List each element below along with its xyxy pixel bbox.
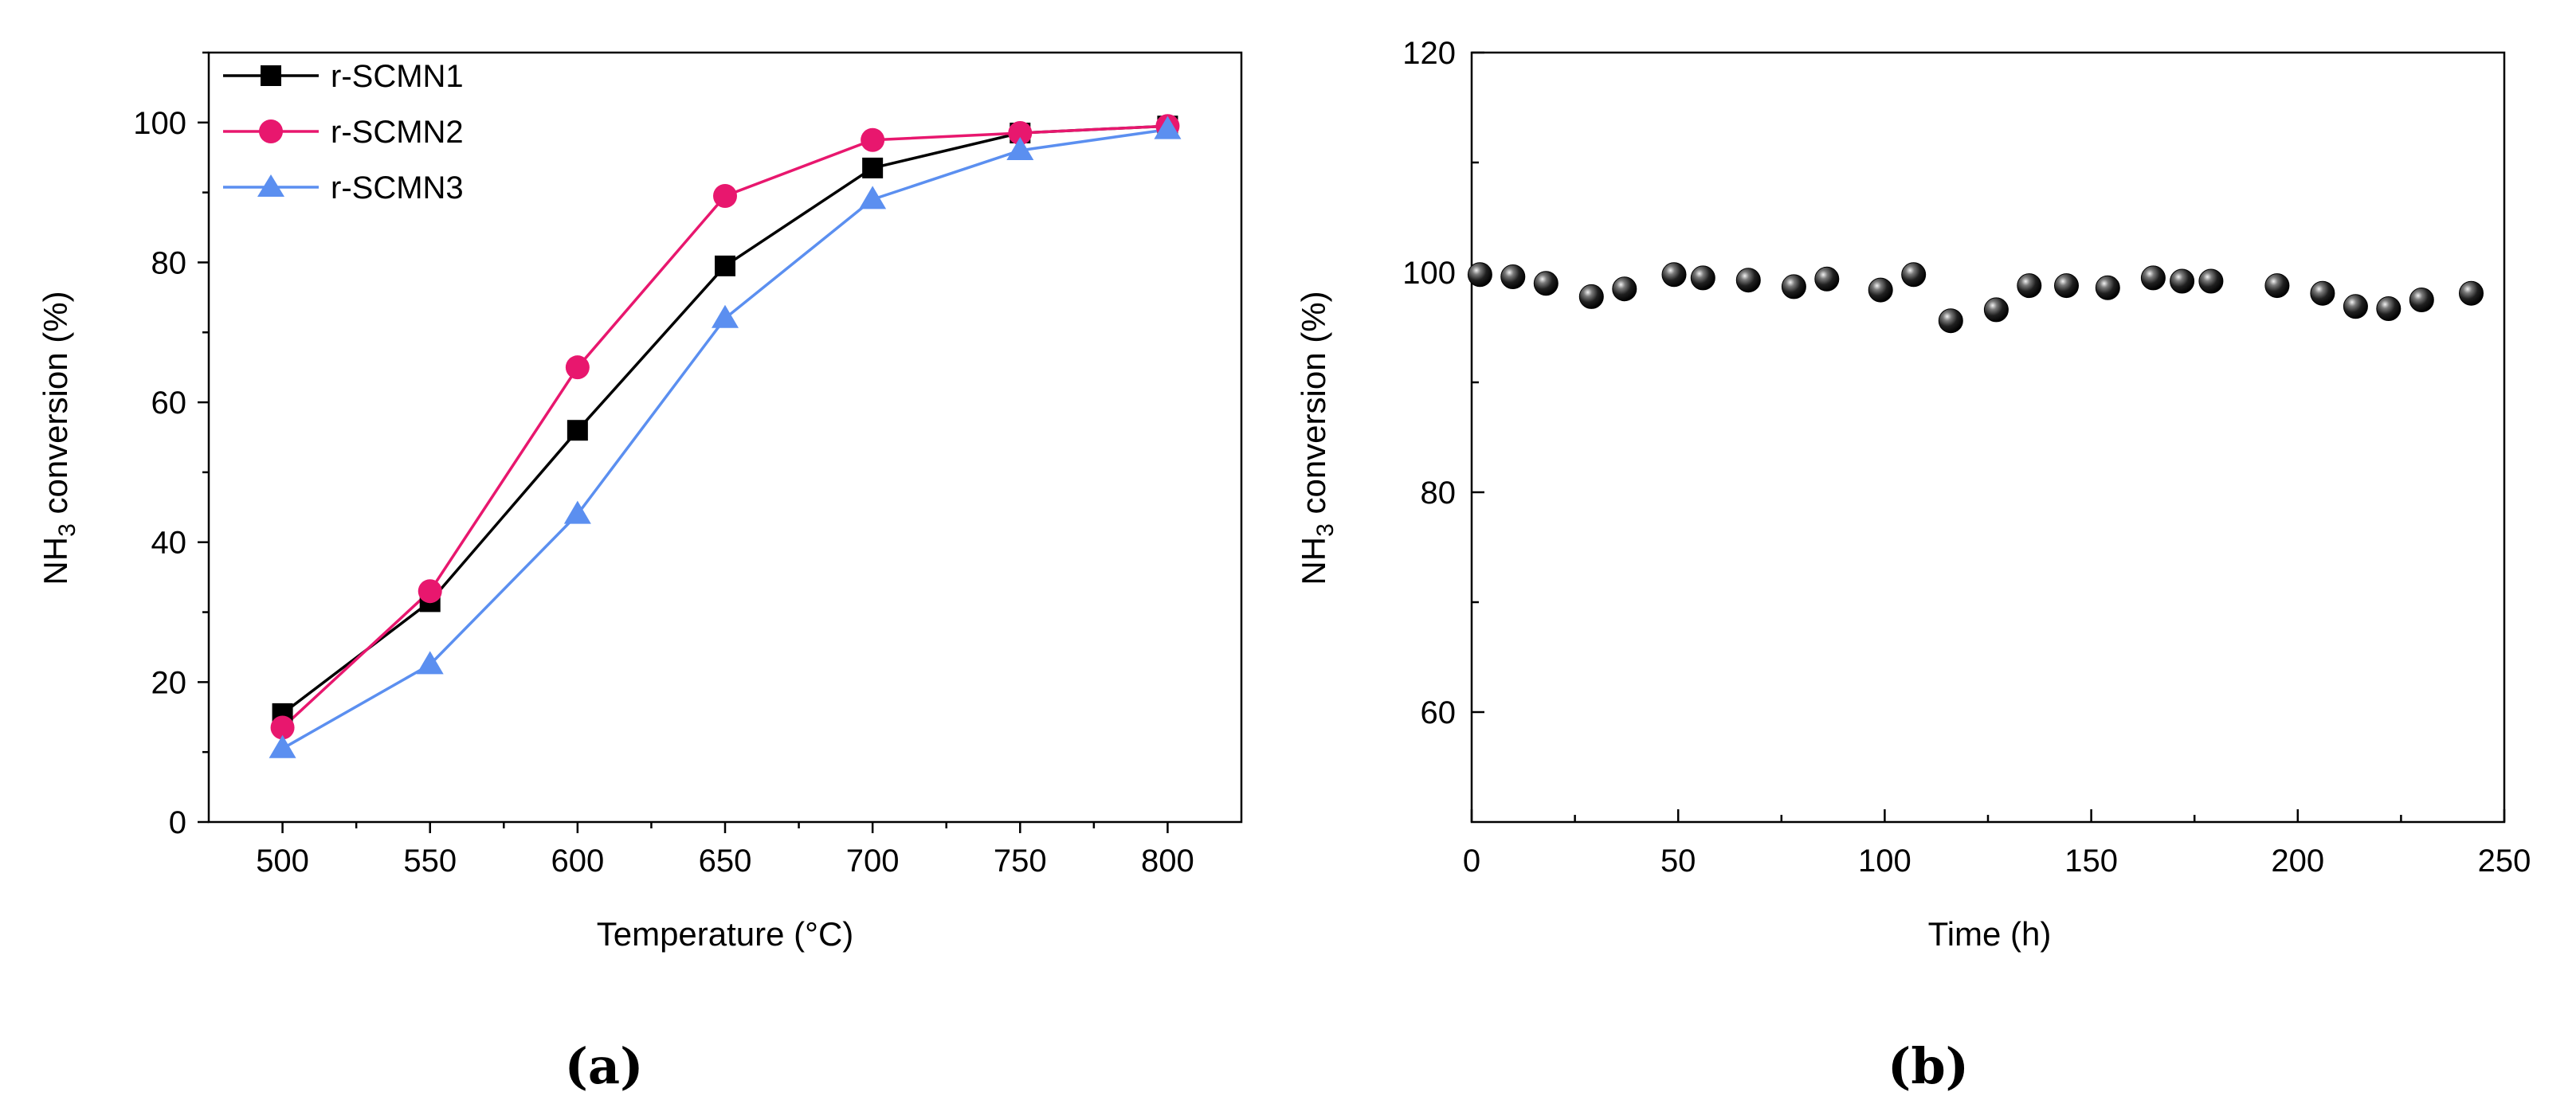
point-r-scmn1 [862, 157, 884, 178]
b-y-tick-label: 120 [1402, 36, 1456, 71]
stability-point [2459, 280, 2484, 306]
legend-marker-r-scmn1 [261, 65, 281, 86]
chart-a-x-axis-label: Temperature (°C) [597, 915, 854, 953]
chart-b-x-axis-label: Time (h) [1928, 915, 2052, 953]
chart-b-markers [1467, 262, 2484, 334]
stability-point [1814, 266, 1840, 292]
legend-marker-r-scmn3 [257, 174, 284, 197]
stability-point [1868, 277, 1893, 303]
chart-b-ticks [1470, 51, 2506, 822]
stability-point [2170, 268, 2195, 294]
stability-point [2343, 294, 2368, 319]
a-x-tick-label: 500 [256, 844, 309, 879]
legend-item-r-scmn3: r-SCMN3 [223, 170, 464, 206]
point-r-scmn2 [861, 127, 885, 152]
a-y-tick-label: 80 [151, 245, 187, 280]
b-y-tick-label: 60 [1421, 695, 1457, 730]
stability-point [2017, 273, 2042, 299]
stability-point [1467, 262, 1492, 288]
point-r-scmn2 [565, 355, 590, 380]
stability-point [1578, 284, 1604, 309]
panel-label-b: (b) [1888, 1037, 1969, 1095]
point-r-scmn2 [270, 715, 295, 740]
stability-point [2264, 273, 2290, 299]
point-r-scmn3 [269, 734, 296, 758]
stability-point [2376, 296, 2402, 321]
stability-point [1690, 265, 1715, 291]
stability-point [1500, 264, 1526, 289]
legend-label-r-scmn3: r-SCMN3 [331, 170, 464, 206]
legend-label-r-scmn2: r-SCMN2 [331, 115, 464, 150]
stability-point [1612, 276, 1637, 302]
stability-point [1938, 308, 1963, 334]
chart-a-ticks [198, 51, 1169, 833]
stability-point [1533, 271, 1559, 296]
a-x-tick-label: 600 [551, 844, 604, 879]
stability-point [2054, 273, 2079, 299]
b-x-tick-label: 50 [1660, 844, 1696, 879]
a-x-tick-label: 550 [403, 844, 457, 879]
a-x-tick-label: 750 [994, 844, 1047, 879]
a-y-tick-label: 0 [169, 805, 186, 840]
a-y-tick-label: 60 [151, 386, 187, 421]
point-r-scmn3 [712, 304, 739, 328]
chart-a-markers [269, 114, 1182, 758]
point-r-scmn3 [563, 500, 591, 524]
b-x-tick-label: 250 [2478, 844, 2531, 879]
a-y-tick-label: 40 [151, 526, 187, 561]
stability-point [1735, 268, 1761, 293]
stability-point [1983, 297, 2009, 323]
chart-b-y-axis-label: NH3 conversion (%) [1295, 291, 1339, 585]
stability-point [2310, 280, 2335, 306]
chart-a-y-axis-label: NH3 conversion (%) [37, 291, 80, 585]
b-x-tick-label: 200 [2271, 844, 2324, 879]
series-line-r-scmn2 [281, 124, 1168, 729]
stability-point [2095, 275, 2120, 300]
point-r-scmn3 [1006, 136, 1034, 160]
stability-point [2140, 265, 2166, 291]
stability-point [1901, 262, 1927, 288]
point-r-scmn3 [416, 651, 444, 675]
b-x-tick-label: 100 [1858, 844, 1911, 879]
point-r-scmn2 [418, 579, 442, 604]
point-r-scmn3 [1154, 115, 1182, 139]
point-r-scmn1 [715, 255, 735, 276]
chart-b-plot-frame [1470, 51, 2506, 824]
b-y-tick-label: 100 [1402, 256, 1456, 291]
chart-b-tick-labels: 0 50 100 150 200 250 60 80 100 120 [1402, 36, 2531, 879]
stability-point [1661, 262, 1687, 288]
b-y-tick-label: 80 [1421, 476, 1457, 511]
point-r-scmn2 [713, 184, 737, 209]
b-x-tick-label: 150 [2064, 844, 2118, 879]
series-line-r-scmn3 [281, 127, 1168, 750]
a-y-tick-label: 20 [151, 665, 187, 700]
stability-point [2409, 288, 2434, 312]
legend-item-r-scmn1: r-SCMN1 [223, 59, 464, 94]
chart-a: 500 550 600 650 700 750 800 0 20 40 60 80 100 Temper… [37, 51, 1243, 1095]
stability-point [1781, 274, 1806, 299]
point-r-scmn1 [567, 420, 588, 441]
a-x-tick-label: 700 [846, 844, 900, 879]
chart-a-series-lines [281, 124, 1168, 750]
point-r-scmn2 [1008, 120, 1033, 145]
a-x-tick-label: 800 [1141, 844, 1194, 879]
series-line-r-scmn1 [281, 124, 1168, 715]
a-y-tick-label: 100 [133, 106, 186, 141]
point-r-scmn3 [859, 186, 887, 209]
legend-item-r-scmn2: r-SCMN2 [223, 115, 464, 150]
chart-a-plot-frame [207, 51, 1243, 824]
legend-label-r-scmn1: r-SCMN1 [331, 59, 464, 94]
chart-a-tick-labels: 500 550 600 650 700 750 800 0 20 40 60 80 100 [133, 106, 1194, 879]
a-x-tick-label: 650 [699, 844, 752, 879]
chart-b: 0 50 100 150 200 250 60 80 100 120 Time (h) NH3 c… [1295, 36, 2531, 1095]
panel-label-a: (a) [565, 1037, 644, 1095]
stability-point [2198, 268, 2224, 294]
chart-a-legend: r-SCMN1 r-SCMN2 r-SCMN3 [223, 59, 464, 206]
legend-marker-r-scmn2 [259, 119, 283, 143]
b-x-tick-label: 0 [1463, 844, 1480, 879]
